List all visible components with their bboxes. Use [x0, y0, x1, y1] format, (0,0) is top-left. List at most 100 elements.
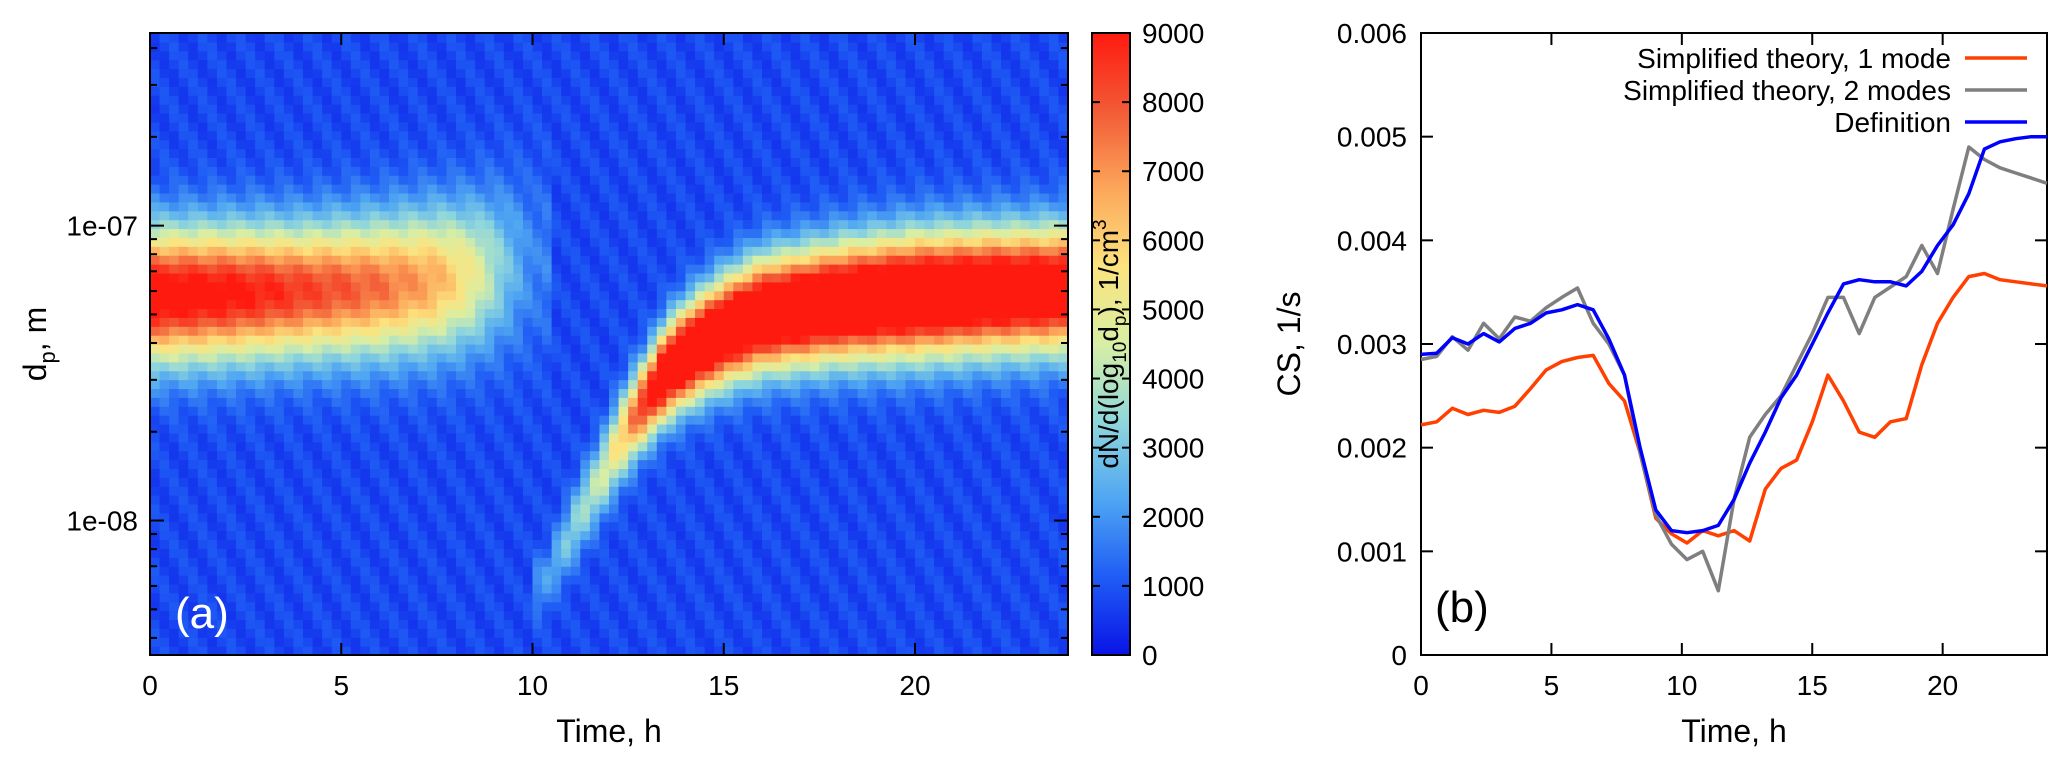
heatmap-cell	[781, 388, 792, 398]
heatmap-cell	[360, 166, 371, 176]
heatmap-cell	[417, 557, 428, 567]
heatmap-cell	[274, 486, 285, 496]
heatmap-cell	[580, 95, 591, 105]
heatmap-cell	[379, 566, 390, 576]
heatmap-cell	[274, 255, 285, 265]
heatmap-cell	[484, 388, 495, 398]
heatmap-cell	[264, 432, 275, 443]
heatmap-cell	[685, 219, 696, 230]
heatmap-cell	[255, 637, 266, 647]
heatmap-cell	[589, 397, 601, 407]
heatmap-cell	[522, 59, 534, 70]
heatmap-cell	[800, 148, 811, 158]
heatmap-cell	[771, 619, 782, 629]
heatmap-cell	[398, 246, 409, 256]
heatmap-cell	[331, 255, 342, 265]
heatmap-cell	[255, 370, 266, 381]
heatmap-cell	[561, 592, 572, 603]
heatmap-cell	[704, 50, 715, 61]
heatmap-cell	[255, 486, 266, 496]
heatmap-cell	[274, 59, 285, 70]
heatmap-cell	[446, 503, 457, 514]
heatmap-cell	[513, 104, 524, 114]
heatmap-cell	[704, 397, 715, 407]
heatmap-cell	[484, 468, 495, 478]
heatmap-cell	[685, 583, 696, 594]
heatmap-cell	[465, 575, 476, 585]
heatmap-cell	[570, 539, 581, 549]
heatmap-cell	[159, 344, 170, 354]
heatmap-cell	[675, 95, 687, 105]
heatmap-cell	[666, 459, 677, 469]
heatmap-cell	[790, 361, 801, 372]
heatmap-cell	[781, 41, 792, 52]
heatmap-cell	[637, 112, 648, 123]
heatmap-cell	[446, 379, 457, 390]
heatmap-cell	[666, 219, 677, 230]
heatmap-cell	[503, 50, 514, 61]
heatmap-cell	[628, 521, 639, 532]
heatmap-cell	[742, 459, 754, 469]
heatmap-cell	[389, 619, 400, 629]
heatmap-cell	[475, 583, 486, 594]
heatmap-cell	[800, 326, 811, 336]
heatmap-cell	[322, 326, 333, 336]
heatmap-cell	[762, 450, 773, 461]
heatmap-cell	[475, 246, 486, 256]
heatmap-cell	[427, 432, 438, 443]
heatmap-cell	[379, 166, 390, 176]
heatmap-cell	[484, 637, 495, 647]
heatmap-cell	[283, 637, 295, 647]
heatmap-cell	[408, 157, 419, 167]
heatmap-cell	[360, 512, 371, 523]
heatmap-cell	[350, 317, 361, 327]
heatmap-cell	[274, 50, 285, 61]
heatmap-cell	[503, 148, 514, 158]
heatmap-cell	[408, 59, 419, 70]
heatmap-cell	[723, 503, 734, 514]
heatmap-cell	[494, 459, 505, 469]
heatmap-cell	[456, 477, 467, 487]
heatmap-cell	[589, 468, 601, 478]
heatmap-cell	[274, 130, 285, 141]
heatmap-cell	[360, 521, 371, 532]
heatmap-cell	[666, 184, 677, 194]
heatmap-cell	[197, 575, 208, 585]
heatmap-cell	[456, 352, 467, 363]
heatmap-cell	[159, 86, 170, 96]
heatmap-cell	[465, 450, 476, 461]
heatmap-cell	[790, 130, 801, 141]
heatmap-cell	[513, 201, 524, 212]
heatmap-cell	[369, 335, 381, 345]
heatmap-cell	[723, 246, 734, 256]
heatmap-cell	[389, 344, 400, 354]
heatmap-cell	[312, 299, 323, 310]
heatmap-cell	[408, 521, 419, 532]
heatmap-cell	[207, 175, 218, 185]
heatmap-cell	[800, 201, 811, 212]
heatmap-cell	[503, 272, 514, 283]
heatmap-cell	[656, 495, 667, 505]
heatmap-cell	[599, 281, 610, 292]
heatmap-cell	[341, 246, 352, 256]
heatmap-cell	[226, 77, 237, 87]
heatmap-cell	[456, 503, 467, 514]
heatmap-cell	[264, 299, 275, 310]
heatmap-cell	[762, 610, 773, 621]
heatmap-cell	[561, 290, 572, 301]
heatmap-cell	[752, 503, 763, 514]
heatmap-cell	[685, 130, 696, 141]
heatmap-cell	[331, 201, 342, 212]
heatmap-cell	[618, 477, 629, 487]
heatmap-cell	[207, 246, 218, 256]
heatmap-cell	[513, 50, 524, 61]
heatmap-cell	[580, 237, 591, 247]
heatmap-cell	[742, 477, 754, 487]
heatmap-cell	[570, 175, 581, 185]
heatmap-cell	[666, 130, 677, 141]
heatmap-cell	[331, 379, 342, 390]
heatmap-cell	[322, 210, 333, 221]
heatmap-cell	[733, 112, 744, 123]
heatmap-cell	[532, 139, 543, 150]
heatmap-cell	[570, 41, 581, 52]
